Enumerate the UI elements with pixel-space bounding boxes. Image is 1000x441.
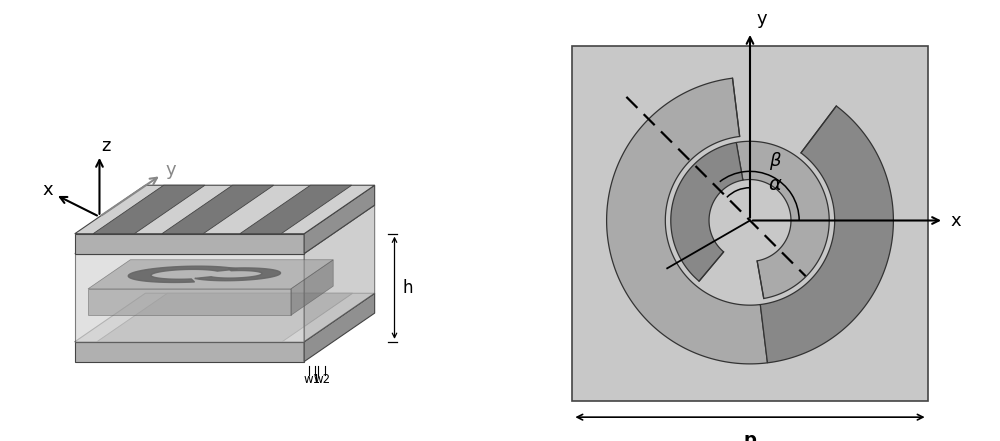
Text: y: y xyxy=(757,10,767,28)
Polygon shape xyxy=(75,234,304,254)
Polygon shape xyxy=(75,254,304,342)
Polygon shape xyxy=(607,78,767,364)
Polygon shape xyxy=(128,266,237,282)
Polygon shape xyxy=(75,185,375,234)
Polygon shape xyxy=(162,185,274,234)
Polygon shape xyxy=(195,268,281,281)
Polygon shape xyxy=(88,260,333,289)
Polygon shape xyxy=(304,185,375,254)
Polygon shape xyxy=(291,260,333,315)
Polygon shape xyxy=(97,293,353,342)
Text: z: z xyxy=(102,137,111,155)
Polygon shape xyxy=(240,185,352,234)
Text: $\alpha$: $\alpha$ xyxy=(768,176,782,194)
Polygon shape xyxy=(75,342,304,362)
Text: x: x xyxy=(951,212,961,229)
Polygon shape xyxy=(736,141,829,299)
Text: w2: w2 xyxy=(313,373,330,386)
Polygon shape xyxy=(75,205,375,254)
Text: p: p xyxy=(744,431,756,441)
Text: y: y xyxy=(166,161,176,179)
Polygon shape xyxy=(93,185,205,234)
Polygon shape xyxy=(304,293,375,362)
Text: $\beta$: $\beta$ xyxy=(769,150,782,172)
Polygon shape xyxy=(671,142,743,281)
Polygon shape xyxy=(760,106,893,363)
Polygon shape xyxy=(304,205,375,342)
Bar xyxy=(572,46,928,401)
Text: h: h xyxy=(402,279,413,297)
Polygon shape xyxy=(75,293,375,342)
Text: x: x xyxy=(42,181,53,199)
Text: w1: w1 xyxy=(303,373,320,386)
Polygon shape xyxy=(88,289,291,315)
